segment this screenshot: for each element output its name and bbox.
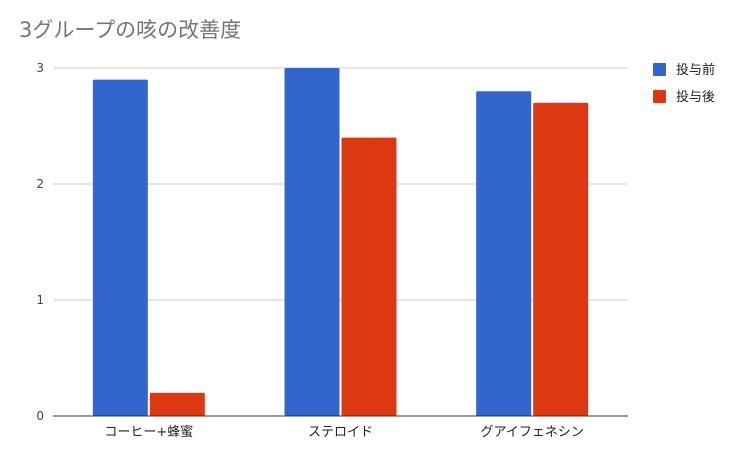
y-tick-label: 2 [36,177,44,191]
x-tick-label: グアイフェネシン [480,425,583,440]
legend-label-0: 投与前 [676,62,715,78]
x-tick-label: コーヒー+蜂蜜 [104,425,193,440]
y-tick-label: 0 [36,409,44,423]
bar-before-1[interactable] [284,68,340,416]
x-tick-label: ステロイド [308,425,373,440]
chart-title: 3グループの咳の改善度 [19,18,242,42]
legend-swatch-0 [653,63,666,76]
bar-after-0[interactable] [149,392,205,416]
y-tick-label: 3 [36,61,44,75]
legend-label-1: 投与後 [676,89,715,105]
bar-before-0[interactable] [92,79,148,416]
legend-swatch-1 [653,90,666,103]
y-tick-label: 1 [36,293,44,307]
bar-before-2[interactable] [476,91,532,416]
bar-after-1[interactable] [341,137,397,416]
bar-after-2[interactable] [533,102,589,417]
